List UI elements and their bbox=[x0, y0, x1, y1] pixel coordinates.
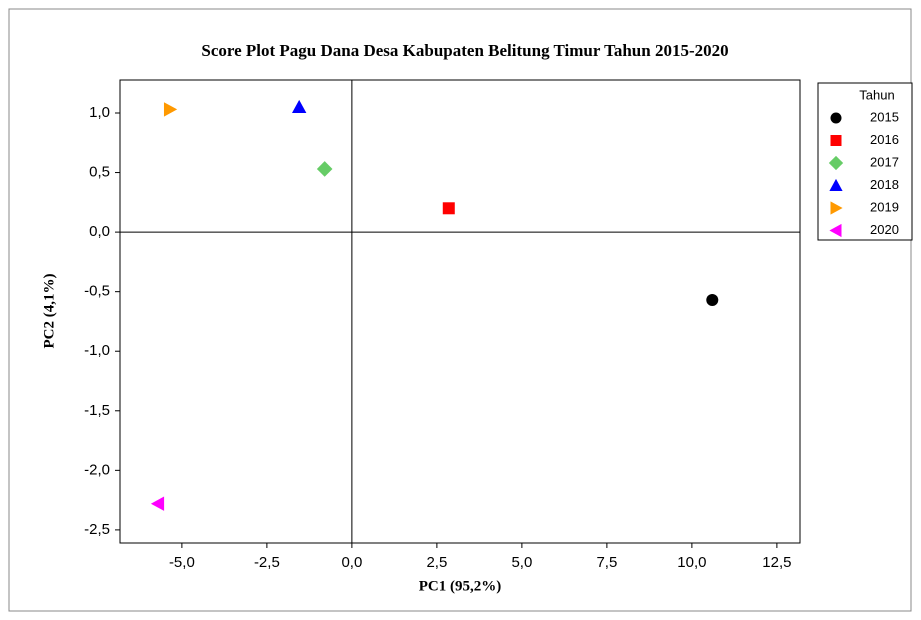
legend-marker bbox=[830, 135, 842, 146]
legend-label: 2019 bbox=[870, 199, 899, 214]
legend-label: 2020 bbox=[870, 222, 899, 237]
point bbox=[150, 496, 165, 511]
chart-title: Score Plot Pagu Dana Desa Kabupaten Beli… bbox=[201, 41, 728, 60]
legend-label: 2016 bbox=[870, 132, 899, 147]
y-tick-label: -2,0 bbox=[84, 461, 110, 478]
point bbox=[316, 161, 333, 177]
x-tick-label: 12,5 bbox=[762, 554, 791, 571]
y-tick-label: 0,5 bbox=[89, 164, 110, 181]
y-tick-label: -1,0 bbox=[84, 342, 110, 359]
legend-marker bbox=[830, 201, 843, 215]
x-tick-label: 7,5 bbox=[596, 554, 617, 571]
legend-label: 2015 bbox=[870, 109, 899, 124]
point bbox=[163, 102, 178, 117]
y-tick-label: 1,0 bbox=[89, 104, 110, 121]
y-tick-label: 0,0 bbox=[89, 223, 110, 240]
x-tick-label: -5,0 bbox=[169, 554, 195, 571]
outer-frame bbox=[8, 8, 912, 612]
x-tick-label: 5,0 bbox=[511, 554, 532, 571]
x-tick-label: 2,5 bbox=[426, 554, 447, 571]
x-axis-label: PC1 (95,2%) bbox=[419, 578, 502, 594]
point bbox=[706, 294, 719, 307]
y-tick-label: -1,5 bbox=[84, 402, 110, 419]
plot-frame bbox=[119, 79, 801, 544]
legend-marker bbox=[828, 155, 844, 171]
point bbox=[442, 202, 455, 215]
legend-marker bbox=[829, 223, 842, 238]
legend-marker bbox=[829, 178, 843, 191]
y-tick-label: -0,5 bbox=[84, 283, 110, 300]
legend-label: 2018 bbox=[870, 177, 899, 192]
x-tick-label: -2,5 bbox=[254, 554, 280, 571]
x-tick-label: 10,0 bbox=[677, 554, 706, 571]
x-tick-label: 0,0 bbox=[341, 554, 362, 571]
point bbox=[291, 99, 307, 114]
legend-title: Tahun bbox=[859, 87, 894, 102]
y-tick-label: -2,5 bbox=[84, 521, 110, 538]
legend-label: 2017 bbox=[870, 154, 899, 169]
legend-marker bbox=[830, 112, 842, 124]
y-axis-label: PC2 (4,1%) bbox=[41, 274, 57, 349]
